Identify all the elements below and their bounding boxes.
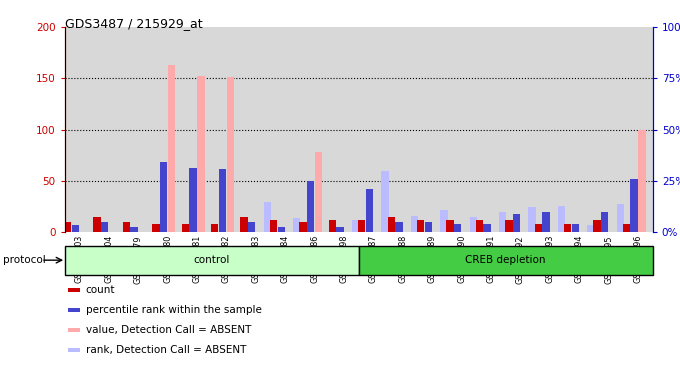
Bar xyxy=(534,224,542,232)
Bar xyxy=(594,27,624,232)
Bar xyxy=(123,27,153,232)
Text: GDS3487 / 215929_at: GDS3487 / 215929_at xyxy=(65,17,202,30)
Bar xyxy=(617,204,624,232)
Bar xyxy=(94,27,123,232)
Bar xyxy=(168,65,175,232)
Bar xyxy=(93,217,101,232)
Text: CREB depletion: CREB depletion xyxy=(466,255,546,265)
Bar xyxy=(65,27,94,232)
Bar xyxy=(211,224,218,232)
Bar xyxy=(528,207,536,232)
Bar xyxy=(131,227,138,232)
Bar xyxy=(417,220,424,232)
Bar xyxy=(476,220,483,232)
Text: value, Detection Call = ABSENT: value, Detection Call = ABSENT xyxy=(86,325,251,335)
Bar xyxy=(535,27,564,232)
Bar xyxy=(470,217,477,232)
Bar xyxy=(123,222,130,232)
Bar xyxy=(447,27,476,232)
Bar xyxy=(358,220,365,232)
Bar xyxy=(411,216,418,232)
Bar xyxy=(424,222,432,232)
Bar xyxy=(315,152,322,232)
Bar xyxy=(300,27,329,232)
Bar xyxy=(328,220,336,232)
Bar xyxy=(352,220,359,232)
Text: count: count xyxy=(86,285,115,295)
Bar xyxy=(329,27,358,232)
Bar xyxy=(564,224,571,232)
Bar xyxy=(381,170,389,232)
Bar xyxy=(513,214,520,232)
Bar xyxy=(440,210,447,232)
Bar xyxy=(226,77,234,232)
Bar xyxy=(264,202,271,232)
Bar xyxy=(65,246,358,275)
Bar xyxy=(601,212,609,232)
Bar xyxy=(211,27,241,232)
Bar xyxy=(299,222,307,232)
Bar xyxy=(241,217,248,232)
Bar xyxy=(505,220,513,232)
Bar xyxy=(454,224,461,232)
Bar xyxy=(630,179,638,232)
Bar xyxy=(418,27,447,232)
Text: rank, Detection Call = ABSENT: rank, Detection Call = ABSENT xyxy=(86,345,246,355)
Bar xyxy=(101,222,108,232)
Text: protocol: protocol xyxy=(3,255,46,265)
Bar xyxy=(476,27,506,232)
Bar xyxy=(248,222,256,232)
Bar xyxy=(270,220,277,232)
Bar xyxy=(189,167,197,232)
Bar xyxy=(307,181,314,232)
Bar xyxy=(160,162,167,232)
Text: control: control xyxy=(194,255,230,265)
Bar xyxy=(182,224,189,232)
Bar xyxy=(572,224,579,232)
Bar xyxy=(542,212,549,232)
Bar xyxy=(219,169,226,232)
Bar xyxy=(388,217,395,232)
Bar xyxy=(64,222,71,232)
Bar xyxy=(152,224,160,232)
Bar xyxy=(153,27,182,232)
Bar xyxy=(71,225,79,232)
Bar xyxy=(277,227,285,232)
Bar xyxy=(624,27,653,232)
Bar xyxy=(359,27,388,232)
Bar xyxy=(395,222,403,232)
Bar xyxy=(359,246,653,275)
Bar xyxy=(388,27,418,232)
Bar xyxy=(197,76,205,232)
Bar xyxy=(588,225,594,232)
Bar xyxy=(366,189,373,232)
Bar xyxy=(182,27,211,232)
Bar xyxy=(483,224,491,232)
Bar xyxy=(639,129,646,232)
Bar xyxy=(499,212,507,232)
Bar xyxy=(241,27,271,232)
Bar xyxy=(623,224,630,232)
Bar xyxy=(293,218,301,232)
Bar xyxy=(594,220,600,232)
Bar xyxy=(558,205,565,232)
Bar xyxy=(446,220,454,232)
Bar xyxy=(506,27,535,232)
Bar xyxy=(337,227,343,232)
Bar xyxy=(271,27,300,232)
Bar xyxy=(564,27,594,232)
Text: percentile rank within the sample: percentile rank within the sample xyxy=(86,305,262,315)
